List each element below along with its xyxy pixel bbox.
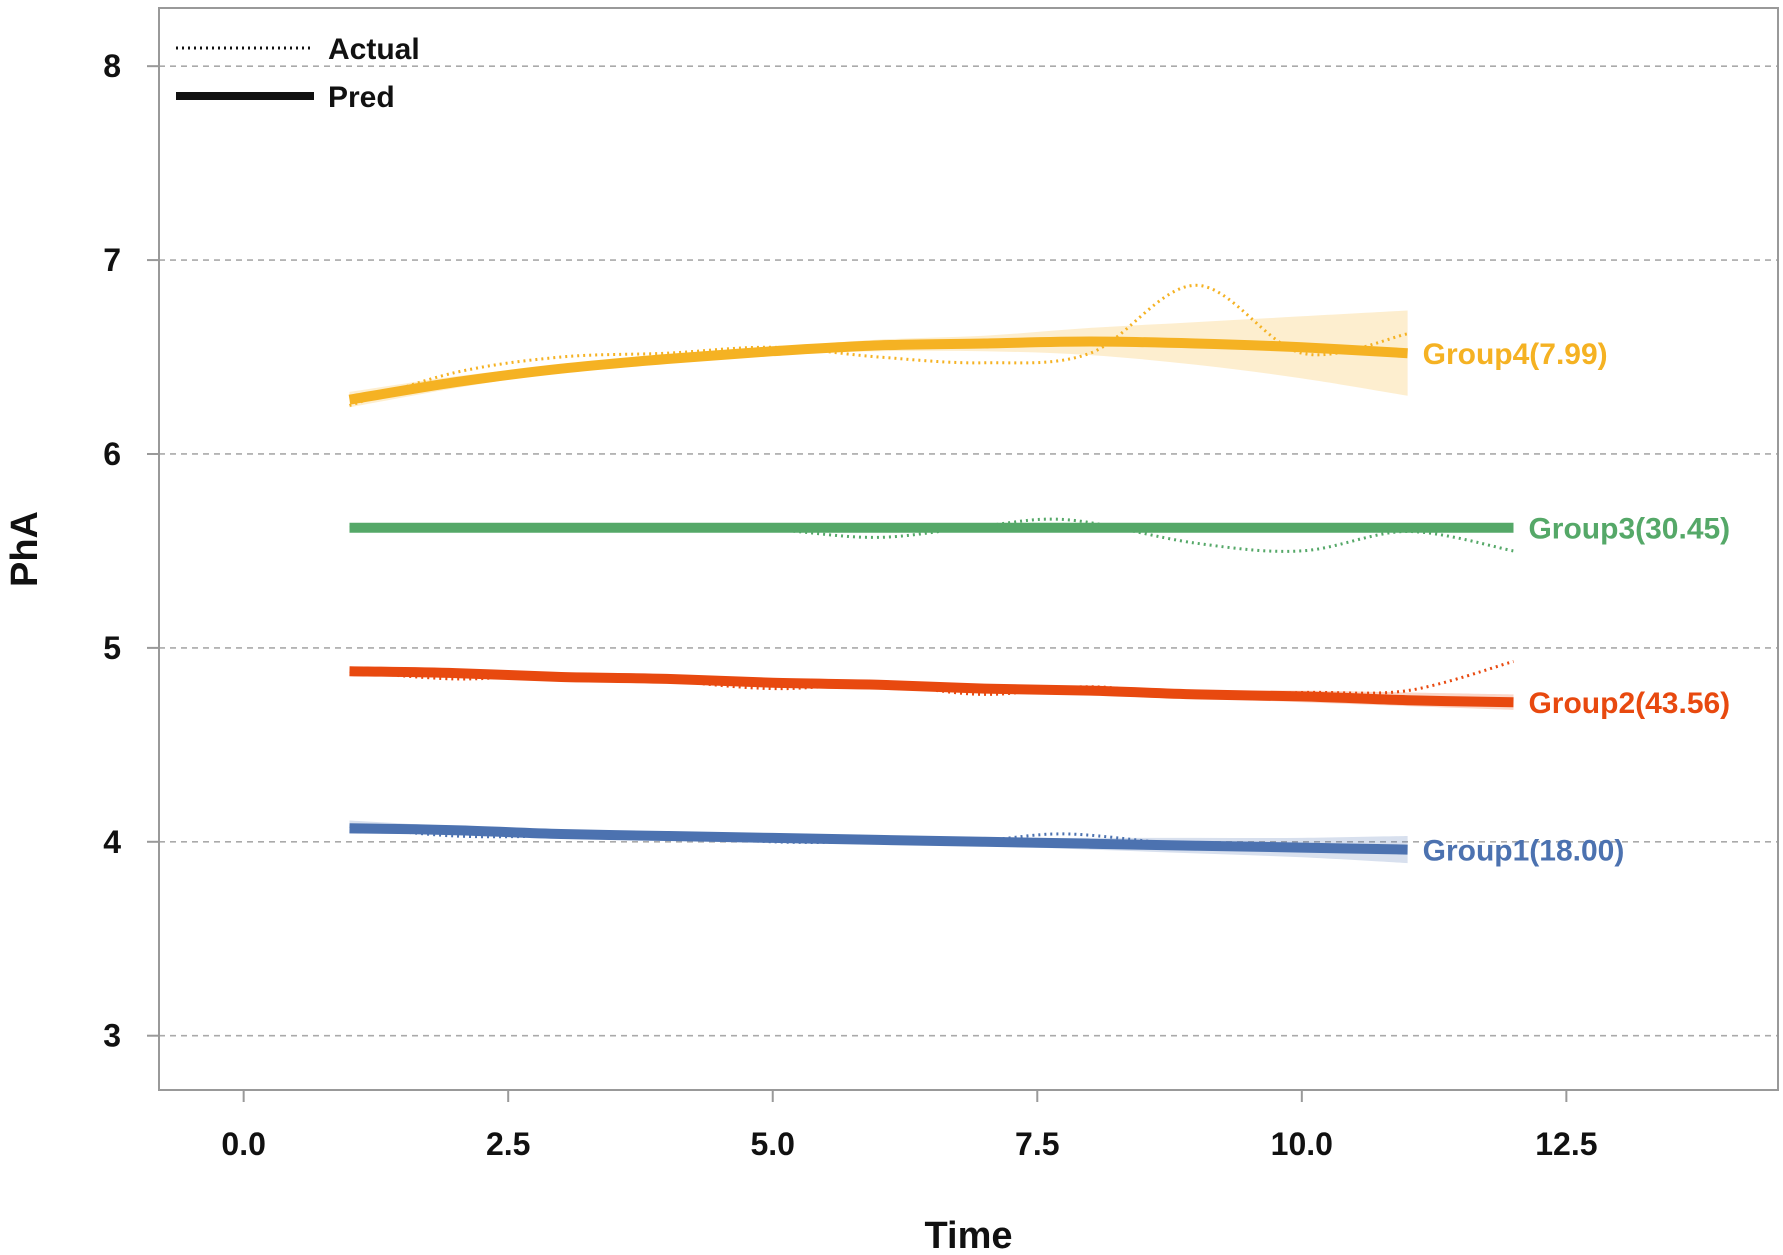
y-tick-label-5: 5 bbox=[103, 630, 121, 666]
group4-confidence-band bbox=[349, 310, 1408, 408]
legend-pred-label: Pred bbox=[328, 81, 395, 114]
x-tick-label-0.0: 0.0 bbox=[221, 1126, 265, 1162]
series-labels: Group1(18.00) Group2(43.56) Group3(30.45) G… bbox=[1423, 338, 1731, 867]
y-tick-label-4: 4 bbox=[103, 824, 121, 860]
x-tick-label-5.0: 5.0 bbox=[750, 1126, 794, 1162]
group4-pred-line bbox=[348, 336, 1408, 405]
y-tick-label-8: 8 bbox=[103, 48, 121, 84]
group3-actual-line bbox=[349, 517, 1514, 553]
group4-label: Group4(7.99) bbox=[1423, 338, 1608, 371]
x-tick-label-2.5: 2.5 bbox=[486, 1126, 530, 1162]
x-axis-ticks: 0.0 2.5 5.0 7.5 10.0 12.5 bbox=[221, 1090, 1598, 1162]
legend-actual-label: Actual bbox=[328, 33, 420, 66]
group2-pred-line bbox=[349, 666, 1514, 708]
confidence-bands bbox=[349, 310, 1514, 864]
group1-label: Group1(18.00) bbox=[1423, 835, 1625, 868]
x-tick-label-12.5: 12.5 bbox=[1535, 1126, 1597, 1162]
x-tick-label-10.0: 10.0 bbox=[1271, 1126, 1333, 1162]
group3-label: Group3(30.45) bbox=[1528, 513, 1730, 546]
legend: Actual Pred bbox=[176, 33, 420, 114]
x-tick-label-7.5: 7.5 bbox=[1015, 1126, 1059, 1162]
y-tick-label-6: 6 bbox=[103, 436, 121, 472]
y-axis-title: PhA bbox=[4, 511, 46, 587]
group2-label: Group2(43.56) bbox=[1528, 687, 1730, 720]
y-tick-label-3: 3 bbox=[103, 1018, 121, 1054]
group1-pred-line bbox=[349, 823, 1408, 855]
y-axis-ticks: 3 4 5 6 7 8 bbox=[103, 48, 159, 1054]
plot-frame bbox=[158, 7, 1779, 1091]
pred-lines bbox=[348, 336, 1514, 855]
grid-lines bbox=[159, 65, 1778, 1037]
x-axis-title: Time bbox=[924, 1215, 1012, 1255]
y-tick-label-7: 7 bbox=[103, 242, 121, 278]
